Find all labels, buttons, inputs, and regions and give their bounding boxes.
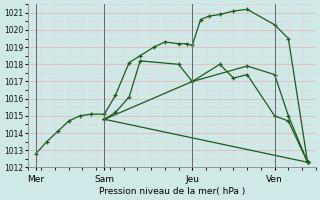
X-axis label: Pression niveau de la mer( hPa ): Pression niveau de la mer( hPa )	[99, 187, 245, 196]
